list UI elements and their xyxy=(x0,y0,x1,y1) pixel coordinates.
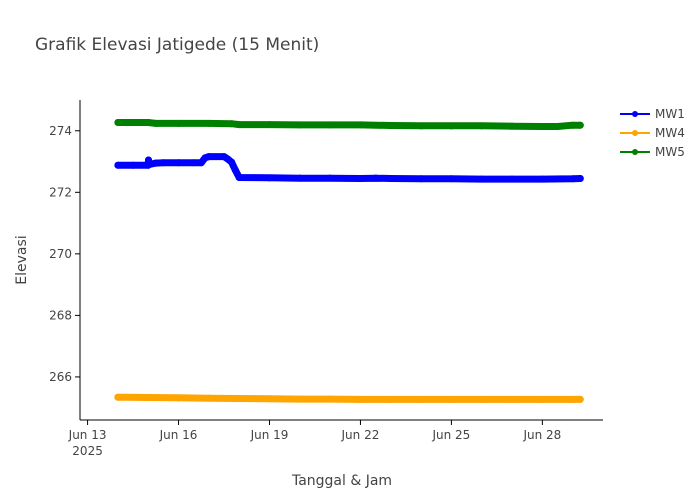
y-tick-label: 274 xyxy=(49,124,72,138)
data-point xyxy=(228,120,236,128)
data-point xyxy=(387,174,395,182)
data-point xyxy=(144,394,152,402)
data-point xyxy=(447,122,455,130)
legend-marker xyxy=(632,111,638,117)
data-point xyxy=(152,119,160,127)
data-point xyxy=(478,122,486,130)
data-point xyxy=(356,121,364,129)
x-tick-label: Jun 22 xyxy=(341,428,380,442)
data-point xyxy=(265,174,273,182)
data-point xyxy=(569,121,577,129)
x-axis-ticks: Jun 13 2025 Jun 16 Jun 19 Jun 22 Jun 25 Jun 28 xyxy=(68,420,561,458)
x-tick-label: Jun 28 xyxy=(522,428,561,442)
y-tick-label: 268 xyxy=(49,308,72,322)
data-point xyxy=(417,175,425,183)
y-axis-title: Elevasi xyxy=(14,235,30,284)
data-point xyxy=(114,118,122,126)
legend-label: MW4 xyxy=(655,126,685,140)
data-point xyxy=(326,395,334,403)
legend-item-mw5[interactable]: MW5 xyxy=(620,145,685,159)
x-tick-label: Jun 16 xyxy=(159,428,198,442)
data-point xyxy=(197,159,205,167)
data-point xyxy=(129,161,137,169)
legend-marker xyxy=(632,130,638,136)
series-mw1 xyxy=(114,153,584,183)
x-tick-label: Jun 13 xyxy=(68,428,107,442)
data-point xyxy=(508,175,516,183)
series-mw4 xyxy=(114,393,584,403)
y-axis-ticks: 266 268 270 272 274 xyxy=(49,124,80,384)
data-point xyxy=(417,122,425,130)
data-point xyxy=(478,175,486,183)
data-point xyxy=(190,159,198,167)
legend-item-mw1[interactable]: MW1 xyxy=(620,107,685,121)
data-point xyxy=(265,395,273,403)
y-tick-label: 266 xyxy=(49,370,72,384)
data-point xyxy=(508,122,516,130)
data-point xyxy=(387,122,395,130)
data-point xyxy=(554,122,562,130)
data-point xyxy=(144,118,152,126)
data-point xyxy=(576,395,584,403)
data-point xyxy=(114,161,122,169)
data-point xyxy=(576,174,584,182)
x-tick-label: Jun 19 xyxy=(250,428,289,442)
data-point xyxy=(372,174,380,182)
x-tick-label: Jun 25 xyxy=(431,428,470,442)
data-point xyxy=(478,395,486,403)
legend-label: MW5 xyxy=(655,145,685,159)
data-point xyxy=(145,161,153,169)
data-point xyxy=(387,395,395,403)
data-point xyxy=(175,119,183,127)
y-tick-label: 272 xyxy=(49,185,72,199)
data-point xyxy=(159,159,167,167)
data-point xyxy=(326,121,334,129)
data-point xyxy=(538,122,546,130)
data-point xyxy=(447,175,455,183)
data-point xyxy=(231,166,239,174)
legend[interactable]: MW1 MW4 MW5 xyxy=(620,107,685,159)
data-point xyxy=(175,394,183,402)
data-point xyxy=(326,174,334,182)
series-layer xyxy=(114,118,584,403)
data-point xyxy=(508,395,516,403)
data-point xyxy=(447,395,455,403)
data-point xyxy=(235,394,243,402)
data-point xyxy=(175,159,183,167)
data-point xyxy=(228,158,236,166)
legend-label: MW1 xyxy=(655,107,685,121)
data-point xyxy=(538,395,546,403)
data-point xyxy=(569,395,577,403)
data-point xyxy=(296,174,304,182)
data-point xyxy=(205,153,213,161)
data-point xyxy=(235,121,243,129)
x-tick-sublabel: 2025 xyxy=(72,444,103,458)
data-point xyxy=(205,119,213,127)
data-point xyxy=(569,175,577,183)
legend-marker xyxy=(632,149,638,155)
data-point xyxy=(265,121,273,129)
data-point xyxy=(576,121,584,129)
data-point xyxy=(114,393,122,401)
data-point xyxy=(417,395,425,403)
legend-item-mw4[interactable]: MW4 xyxy=(620,126,685,140)
data-point xyxy=(356,395,364,403)
data-point xyxy=(235,174,243,182)
data-point xyxy=(538,175,546,183)
series-line-mw1 xyxy=(114,153,584,183)
data-point xyxy=(152,159,160,167)
series-mw5 xyxy=(114,118,584,130)
data-point xyxy=(296,395,304,403)
data-point xyxy=(356,174,364,182)
chart-title: Grafik Elevasi Jatigede (15 Menit) xyxy=(35,35,319,55)
x-axis-title: Tanggal & Jam xyxy=(291,473,392,489)
series-line-mw5 xyxy=(114,119,584,130)
data-point xyxy=(205,394,213,402)
data-point xyxy=(296,121,304,129)
y-tick-label: 270 xyxy=(49,247,72,261)
